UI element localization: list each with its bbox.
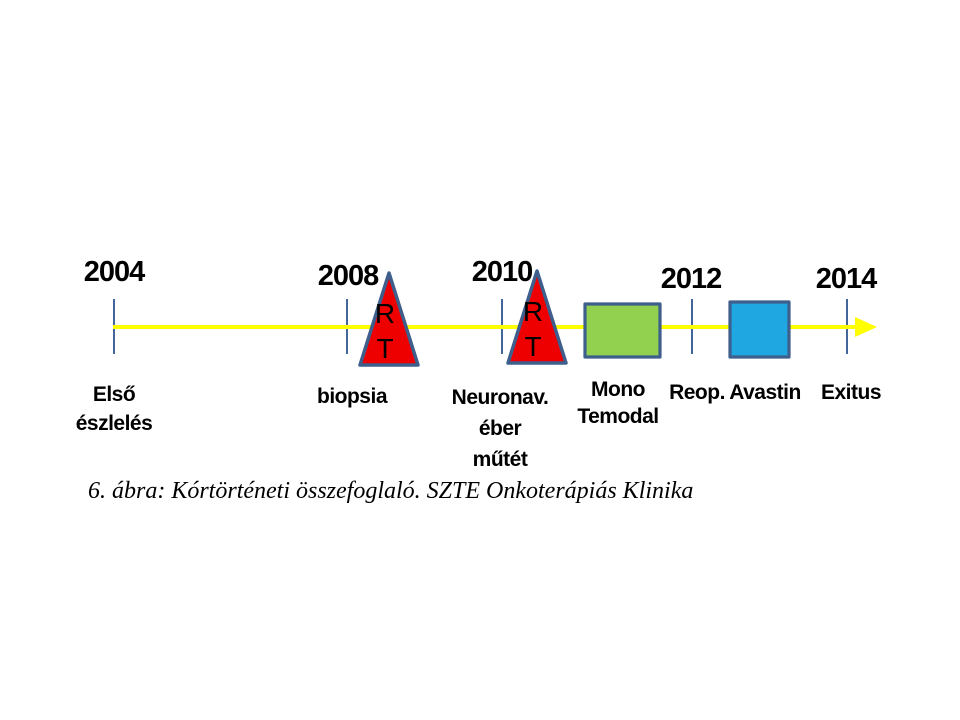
event-label-biopsy: biopsia xyxy=(316,385,388,408)
rectangle-shape xyxy=(583,302,662,359)
radiotherapy-marker-2010: R T xyxy=(505,268,569,366)
year-label-2004: 2004 xyxy=(83,256,146,288)
timeline-arrow-line xyxy=(113,325,857,329)
triangle-shape xyxy=(358,271,420,367)
event-label-neuronav: Neuronav. éber műtét xyxy=(451,386,549,471)
figure-caption: 6. ábra: Kórtörténeti összefoglaló. SZTE… xyxy=(88,478,694,504)
year-label-2012: 2012 xyxy=(660,263,723,295)
rt-letter-r: R xyxy=(375,298,395,329)
rt-letter-t: T xyxy=(524,331,541,362)
radiotherapy-marker-2008: R T xyxy=(357,270,421,368)
rt-letter-t: T xyxy=(376,333,393,364)
arrow-right-icon xyxy=(855,317,877,337)
event-label-avastin: Avastin xyxy=(729,381,801,404)
rectangle-shape xyxy=(728,300,791,359)
triangle-shape xyxy=(506,269,568,365)
event-label-first-detection: Első észlelés xyxy=(75,383,153,435)
year-label-2014: 2014 xyxy=(815,263,878,295)
event-label-reop: Reop. xyxy=(669,381,725,404)
year-label-2010: 2010 xyxy=(471,256,534,288)
year-label-2008: 2008 xyxy=(317,260,380,292)
rt-letter-r: R xyxy=(523,296,543,327)
event-label-mono-temodal: Mono Temodal xyxy=(577,378,659,428)
temodal-marker xyxy=(583,302,662,359)
avastin-marker xyxy=(728,300,791,359)
event-label-exitus: Exitus xyxy=(820,381,882,404)
